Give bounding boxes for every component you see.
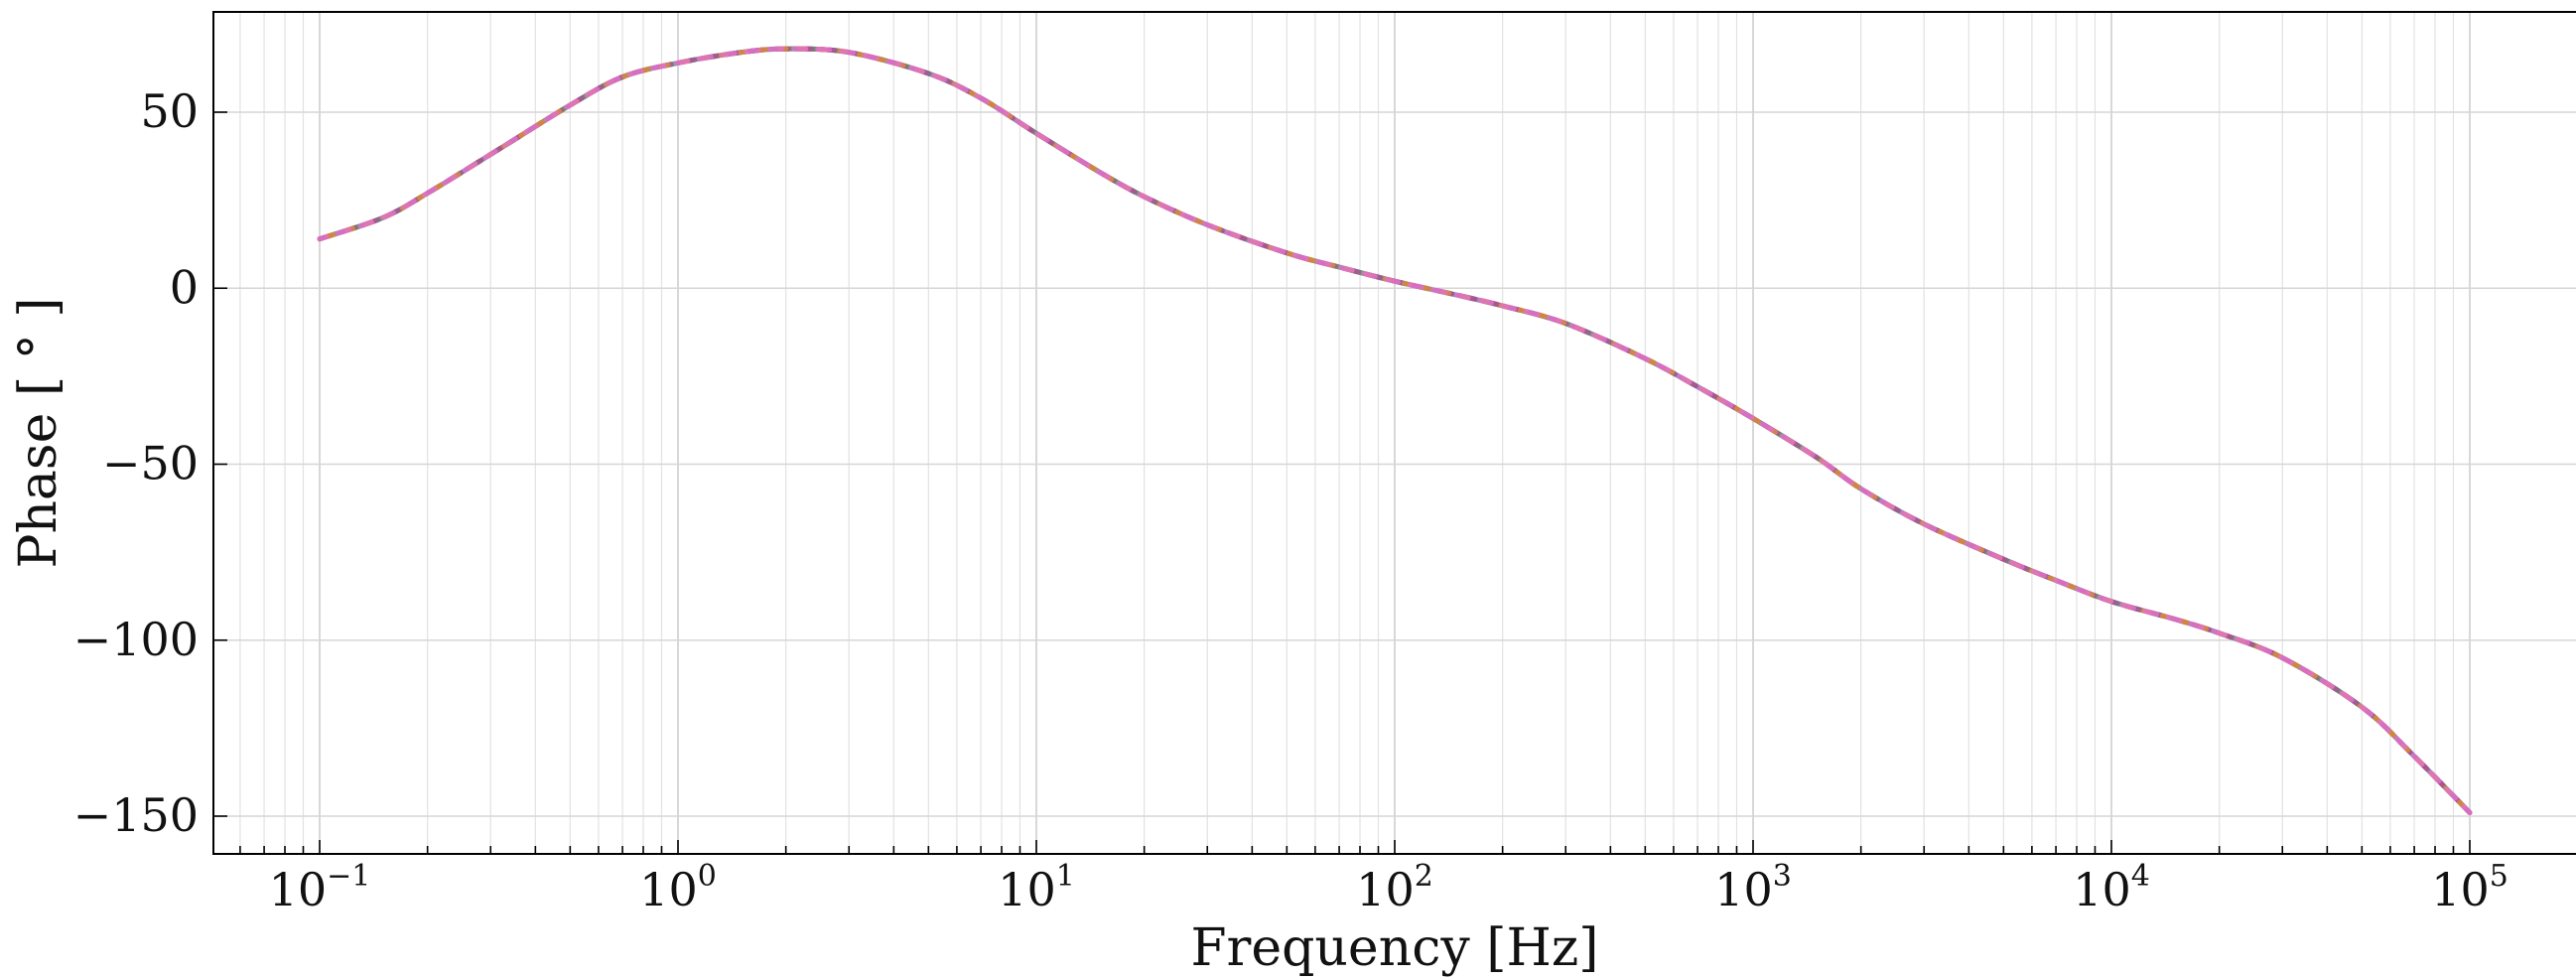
y-tick-labels: 50 0 −50 −100 −150 [73, 84, 199, 842]
x-tick-exponent: 3 [1773, 859, 1792, 894]
phase-series-line-6 [317, 46, 2473, 815]
x-tick-label: 101 [998, 859, 1075, 916]
x-tick-base: 10 [269, 863, 328, 916]
x-tick-base: 10 [1356, 863, 1415, 916]
y-axis-label: Phase [ ° ] [9, 297, 68, 568]
x-tick-label: 103 [1714, 859, 1792, 916]
x-tick-exponent: 2 [1415, 859, 1433, 894]
x-tick-base: 10 [2431, 863, 2490, 916]
x-tick-label: 10−1 [269, 859, 371, 916]
y-tick-label: 50 [140, 84, 199, 138]
x-tick-exponent: 4 [2131, 859, 2150, 894]
x-tick-base: 10 [639, 863, 698, 916]
y-tick-label: −100 [73, 613, 199, 666]
y-tick-label: −50 [102, 437, 199, 490]
x-tick-exponent: 0 [698, 859, 717, 894]
x-tick-base: 10 [2073, 863, 2131, 916]
x-tick-label: 104 [2073, 859, 2150, 916]
x-tick-base: 10 [998, 863, 1056, 916]
x-tick-exponent: 1 [1056, 859, 1075, 894]
x-tick-label: 102 [1356, 859, 1433, 916]
y-tick-label: 0 [170, 260, 199, 314]
x-tick-label: 100 [639, 859, 717, 916]
y-tick-label: −150 [73, 788, 199, 842]
grid-lines [213, 12, 2576, 854]
x-tick-exponent: 5 [2490, 859, 2508, 894]
x-tick-exponent: −1 [327, 859, 370, 894]
x-tick-labels: 10−1 100 101 102 103 104 105 [269, 859, 2508, 916]
x-axis-label: Frequency [Hz] [1190, 918, 1598, 978]
plot-frame [212, 11, 2576, 855]
series-lines [317, 46, 2473, 815]
axis-ticks [213, 111, 2471, 854]
x-tick-label: 105 [2431, 859, 2508, 916]
x-tick-base: 10 [1714, 863, 1773, 916]
